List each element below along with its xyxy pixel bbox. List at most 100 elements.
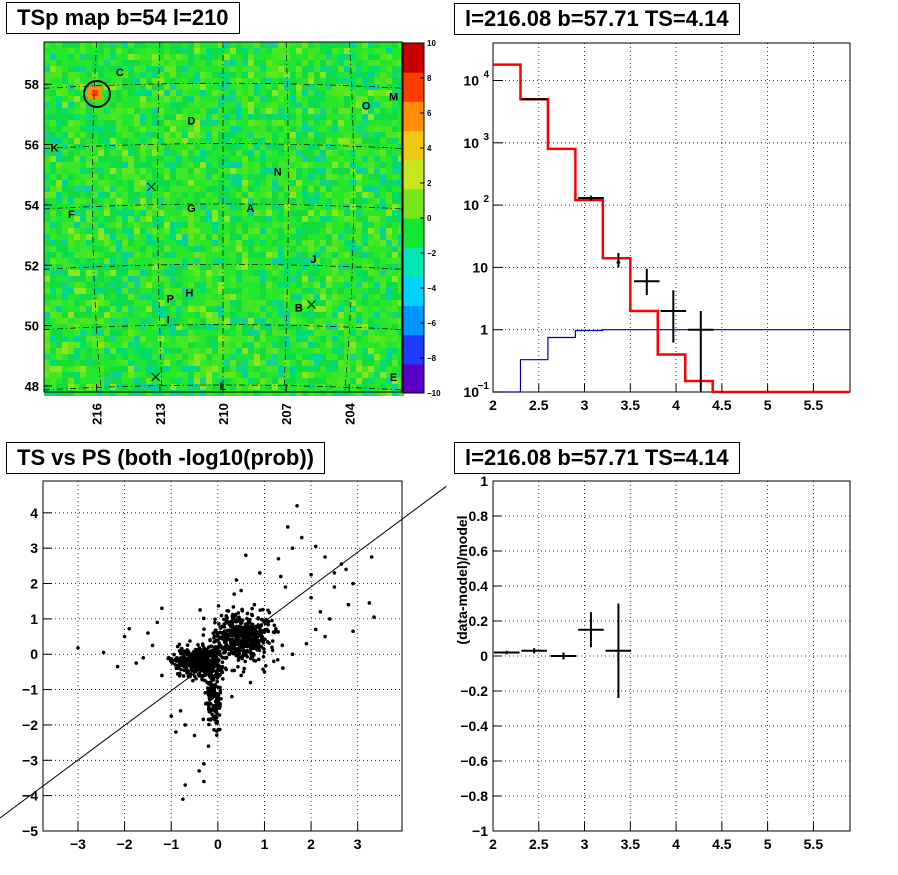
tsmap-cell xyxy=(242,126,248,132)
tsmap-cell xyxy=(236,306,242,312)
tsmap-cell xyxy=(392,204,398,210)
tsmap-cell xyxy=(146,60,152,66)
tsmap-cell xyxy=(128,378,134,384)
tsmap-cell xyxy=(194,138,200,144)
tsmap-cell xyxy=(110,258,116,264)
tsmap-cell xyxy=(68,132,74,138)
tsmap-cell xyxy=(374,54,380,60)
tsmap-cell xyxy=(110,102,116,108)
tsmap-cell xyxy=(290,210,296,216)
tsmap-cell xyxy=(308,210,314,216)
tsmap-cell xyxy=(134,102,140,108)
tsmap-cell xyxy=(98,180,104,186)
tsmap-cell xyxy=(104,60,110,66)
tsmap-cell xyxy=(356,144,362,150)
tsmap-cell xyxy=(296,138,302,144)
tsmap-cell xyxy=(314,132,320,138)
tsmap-cell xyxy=(152,48,158,54)
tsmap-cell xyxy=(116,78,122,84)
tsmap-cell xyxy=(296,96,302,102)
tsmap-cell xyxy=(386,390,392,396)
tsmap-cell xyxy=(338,114,344,120)
tsmap-cell xyxy=(308,240,314,246)
tsmap-cell xyxy=(392,78,398,84)
tsmap-cell xyxy=(350,264,356,270)
tsmap-cell xyxy=(146,174,152,180)
tsmap-cell xyxy=(266,48,272,54)
scatter-cluster-point xyxy=(229,620,234,625)
tsmap-cell xyxy=(386,288,392,294)
tsmap-cell xyxy=(278,294,284,300)
tsmap-cell xyxy=(236,66,242,72)
tsmap-cell xyxy=(128,60,134,66)
tsmap-cell xyxy=(194,312,200,318)
tsmap-cell xyxy=(194,60,200,66)
tsmap-cell xyxy=(356,342,362,348)
tsmap-cell xyxy=(284,390,290,396)
tsmap-cell xyxy=(386,246,392,252)
tsmap-cell xyxy=(314,48,320,54)
tsmap-cell xyxy=(152,96,158,102)
tsmap-cell xyxy=(356,276,362,282)
tsmap-cell xyxy=(128,186,134,192)
tsmap-cell xyxy=(140,294,146,300)
tsmap-cell xyxy=(302,168,308,174)
spectrum-ytick-exponent: 2 xyxy=(483,194,489,205)
tsmap-cell xyxy=(74,144,80,150)
tsmap-cell xyxy=(110,312,116,318)
tsmap-cell xyxy=(188,312,194,318)
tsmap-cell xyxy=(320,252,326,258)
tsmap-cell xyxy=(86,48,92,54)
tsmap-cell xyxy=(56,336,62,342)
tsmap-cell xyxy=(368,324,374,330)
tsmap-cell xyxy=(140,174,146,180)
tsmap-cell xyxy=(230,96,236,102)
tsmap-cell xyxy=(326,162,332,168)
scatter-cluster-point xyxy=(166,656,170,661)
tsmap-cell xyxy=(164,162,170,168)
tsmap-cell xyxy=(272,210,278,216)
tsmap-cell xyxy=(266,276,272,282)
tsmap-cell xyxy=(320,198,326,204)
tsmap-cell xyxy=(380,72,386,78)
tsmap-cell xyxy=(200,174,206,180)
tsmap-cell xyxy=(194,294,200,300)
tsmap-cell xyxy=(272,180,278,186)
tsmap-cell xyxy=(320,54,326,60)
tsmap-cell xyxy=(308,78,314,84)
tsmap-cell xyxy=(248,312,254,318)
tsmap-cell xyxy=(92,354,98,360)
tsmap-cell xyxy=(380,372,386,378)
scatter-ytick-label: −5 xyxy=(22,823,38,839)
tsmap-cell xyxy=(206,222,212,228)
tsmap-cell xyxy=(86,324,92,330)
tsmap-cell xyxy=(56,180,62,186)
tsmap-cell xyxy=(68,210,74,216)
tsmap-cell xyxy=(218,204,224,210)
tsmap-cell xyxy=(362,126,368,132)
tsmap-cell xyxy=(302,126,308,132)
tsmap-cell xyxy=(338,270,344,276)
scatter-cluster-point xyxy=(229,643,234,647)
scatter-xtick-label: 3 xyxy=(354,836,362,852)
scatter-cluster-point xyxy=(281,666,285,670)
tsmap-cell xyxy=(254,324,260,330)
tsmap-cell xyxy=(170,174,176,180)
tsmap-cell xyxy=(158,138,164,144)
tsmap-candidate-circle xyxy=(82,79,111,108)
tsmap-cell xyxy=(344,162,350,168)
tsmap-cell xyxy=(170,60,176,66)
tsmap-cell xyxy=(254,162,260,168)
tsmap-cell xyxy=(44,180,50,186)
tsmap-cell xyxy=(176,336,182,342)
tsmap-cell xyxy=(134,288,140,294)
tsmap-cell xyxy=(158,282,164,288)
tsmap-cell xyxy=(314,138,320,144)
tsmap-cell xyxy=(254,372,260,378)
scatter-cluster-point xyxy=(205,665,210,670)
tsmap-cell xyxy=(386,372,392,378)
tsmap-cell xyxy=(314,318,320,324)
tsmap-cell xyxy=(356,138,362,144)
tsmap-cell xyxy=(86,234,92,240)
scatter-cluster-point xyxy=(201,650,206,655)
